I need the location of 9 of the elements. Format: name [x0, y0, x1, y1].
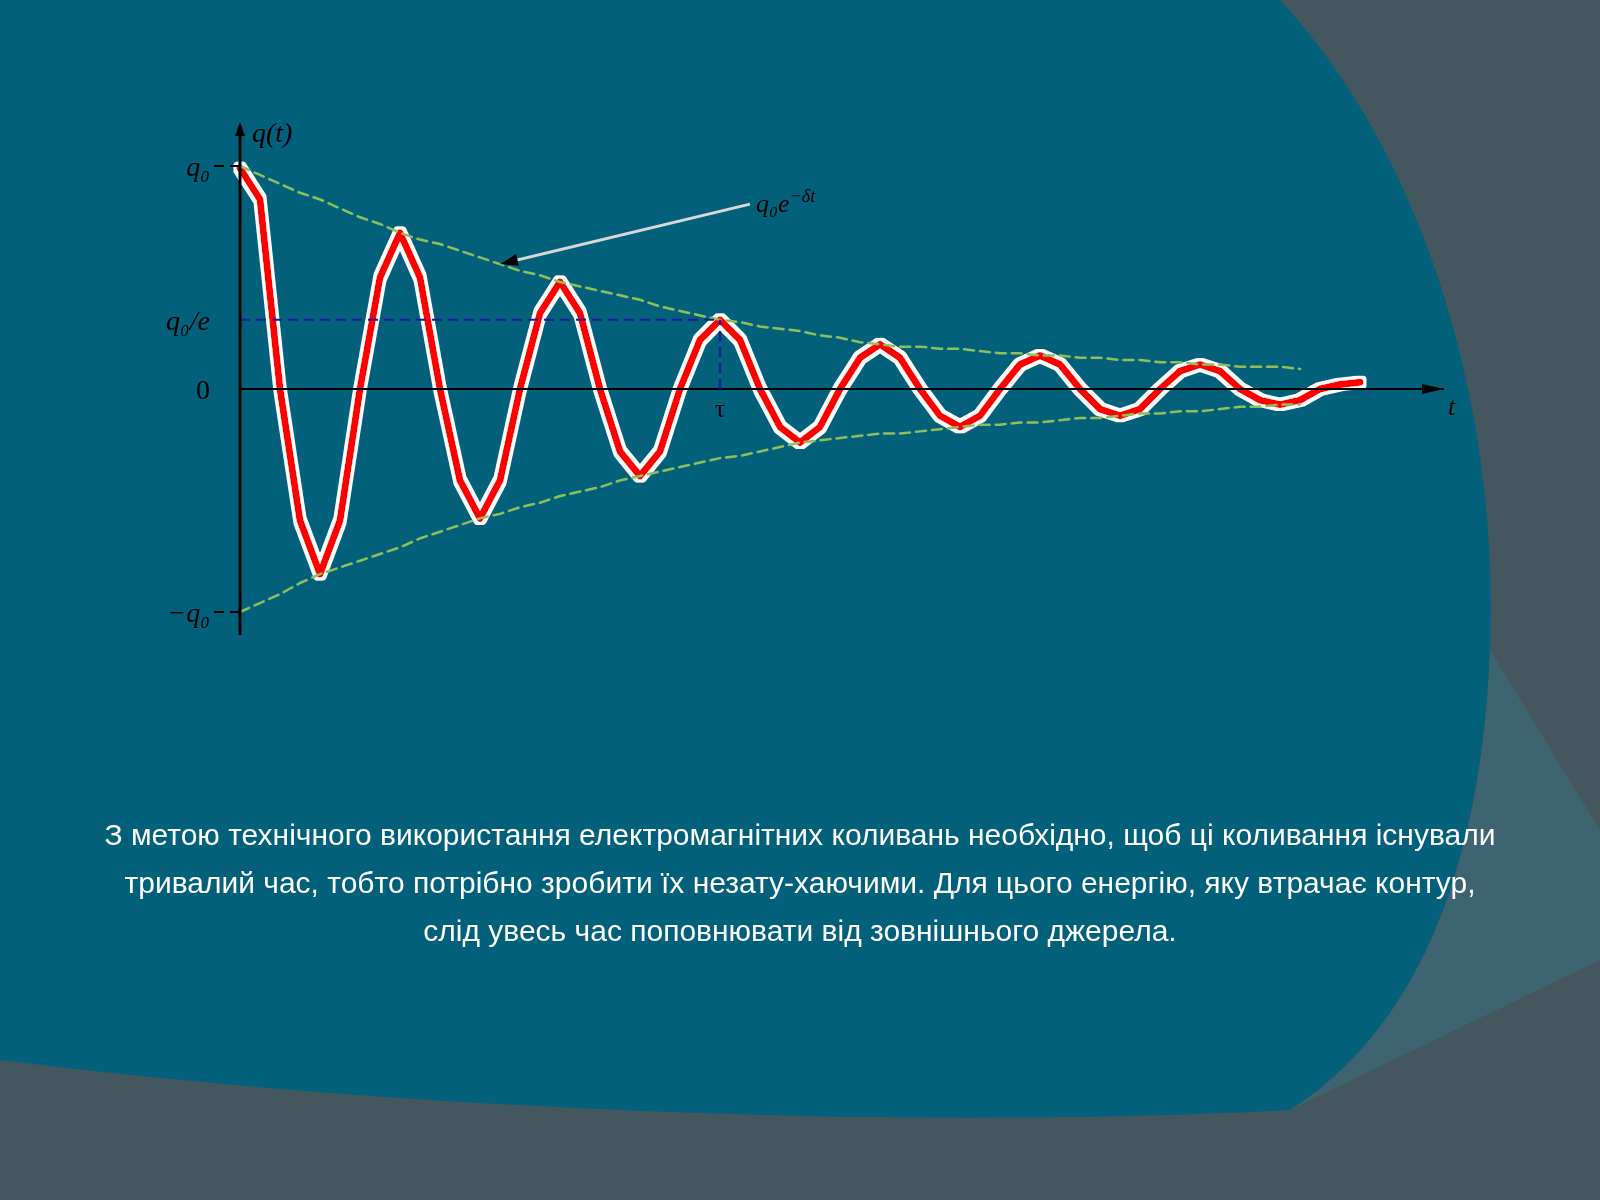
ref-line-label: −q₀ — [167, 596, 210, 628]
text: З метою технічного використання електромагнітних коливань необхідно, щоб ці коливання існували тривалий час, тобто потрібно зробити їх незату-хаючими. Для цього енергію, яку втрачає контур, слід увесь час поповнювати від зовнішнього джерела. — [104, 818, 1496, 947]
annotation: q₀e$^{−δt}$ — [756, 186, 817, 219]
ref-line-label: q₀ — [186, 150, 210, 182]
text: τ — [714, 394, 726, 423]
y-axis-title: q(t) — [252, 117, 293, 148]
x-axis-title: t — [1448, 392, 1456, 421]
ref-line-label: 0 — [196, 373, 210, 405]
ref-line-label: q₀/e — [166, 304, 210, 336]
